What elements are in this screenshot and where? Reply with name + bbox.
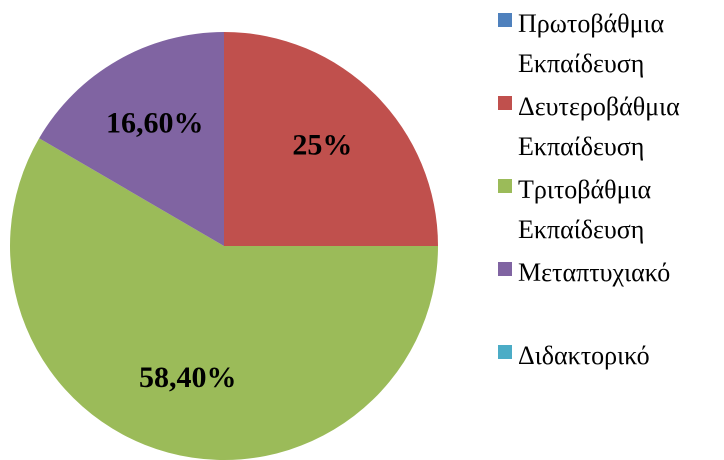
pie-slice	[10, 138, 438, 460]
legend-item: Πρωτοβάθμια Εκπαίδευση	[498, 4, 724, 87]
legend-label: Πρωτοβάθμια Εκπαίδευση	[518, 9, 665, 78]
legend-label: Τριτοβάθμια Εκπαίδευση	[518, 175, 652, 244]
legend-item: Διδακτορικό	[498, 336, 724, 419]
legend-label: Διδακτορικό	[518, 341, 650, 370]
legend-label: Μεταπτυχιακό	[518, 258, 671, 287]
data-label: 25%	[292, 129, 352, 162]
chart: 25% 58,40% 16,60%	[10, 32, 438, 460]
pie-slice	[39, 32, 224, 246]
legend-swatch	[498, 262, 512, 276]
pie-slice	[224, 32, 438, 246]
legend-swatch	[498, 96, 512, 110]
legend-swatch	[498, 179, 512, 193]
legend-item: Τριτοβάθμια Εκπαίδευση	[498, 170, 724, 253]
legend: Πρωτοβάθμια Εκπαίδευση Δευτεροβάθμια Εκπα…	[498, 4, 724, 419]
legend-swatch	[498, 13, 512, 27]
data-label: 58,40%	[139, 361, 237, 394]
data-label: 16,60%	[106, 106, 204, 139]
legend-item: Δευτεροβάθμια Εκπαίδευση	[498, 87, 724, 170]
legend-label: Δευτεροβάθμια Εκπαίδευση	[518, 92, 680, 161]
legend-item: Μεταπτυχιακό	[498, 253, 724, 336]
legend-swatch	[498, 345, 512, 359]
